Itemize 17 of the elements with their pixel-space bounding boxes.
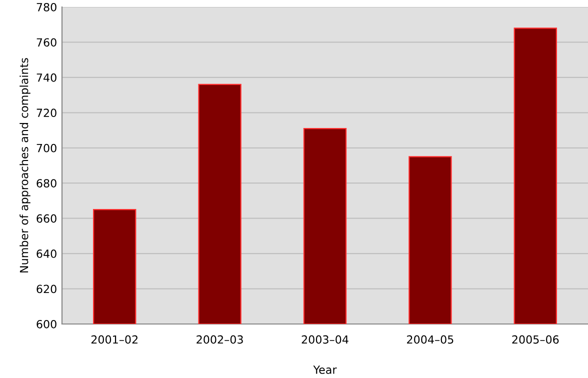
- x-tick-label: 2001–02: [91, 335, 138, 344]
- y-tick-label: 740: [36, 73, 56, 82]
- y-tick-label: 600: [36, 320, 56, 328]
- y-tick-label: 660: [36, 214, 56, 223]
- y-tick-label: 680: [36, 179, 56, 188]
- x-tick-label: 2004–05: [407, 335, 454, 344]
- y-tick-label: 640: [36, 250, 56, 258]
- y-axis-title: Number of approaches and complaints: [20, 58, 30, 272]
- y-tick-label: 720: [36, 108, 56, 118]
- x-tick-label: 2005–06: [512, 335, 559, 344]
- y-tick-label: 760: [36, 38, 56, 47]
- y-tick-label: 700: [36, 144, 56, 152]
- x-axis-title: Year: [313, 366, 337, 374]
- x-tick-label: 2003–04: [302, 335, 348, 344]
- x-tick-label: 2002–03: [196, 335, 243, 344]
- y-tick-label: 620: [36, 284, 56, 294]
- y-tick-label: 780: [36, 2, 56, 12]
